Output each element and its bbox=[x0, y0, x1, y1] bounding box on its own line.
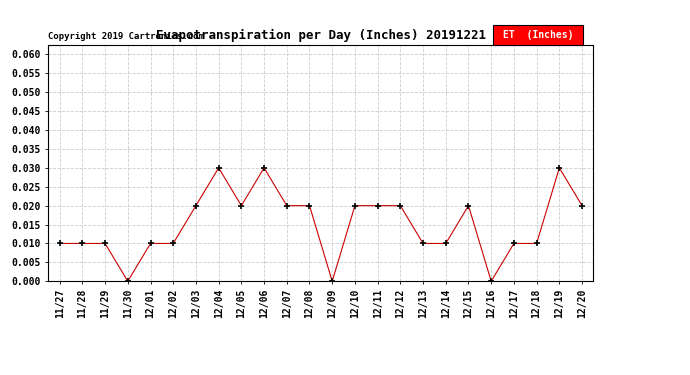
Text: ET  (Inches): ET (Inches) bbox=[503, 30, 573, 40]
Text: Copyright 2019 Cartronics.com: Copyright 2019 Cartronics.com bbox=[48, 32, 204, 41]
Title: Evapotranspiration per Day (Inches) 20191221: Evapotranspiration per Day (Inches) 2019… bbox=[156, 29, 486, 42]
